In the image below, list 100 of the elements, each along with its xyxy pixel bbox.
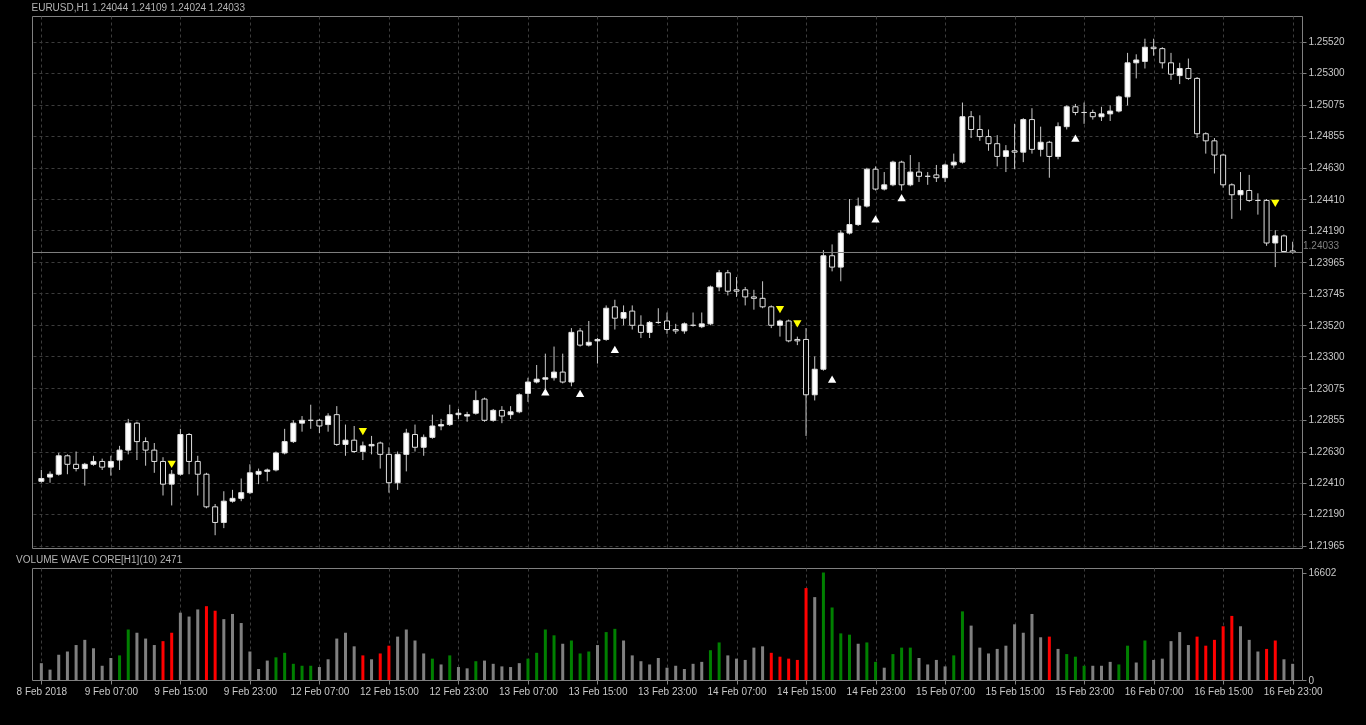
bar <box>300 665 304 680</box>
candlestick <box>889 160 896 187</box>
point <box>775 306 785 314</box>
bar <box>448 655 452 680</box>
candlestick <box>829 243 836 272</box>
candlestick <box>872 165 879 191</box>
bar <box>126 629 130 680</box>
point <box>1071 134 1080 142</box>
y-tick-label: 1.24855 <box>1308 130 1346 142</box>
y-tick-label: 1.23075 <box>1308 382 1346 394</box>
candlestick <box>47 470 54 484</box>
bar <box>830 607 834 680</box>
x-tick-label: 15 Feb 23:00 <box>1055 685 1115 697</box>
bar <box>1204 645 1208 680</box>
x-tick-label: 16 Feb 23:00 <box>1263 685 1324 697</box>
y-tick-label: 1.24410 <box>1308 193 1346 205</box>
bar <box>543 629 547 680</box>
bar <box>118 655 122 680</box>
candlestick <box>724 269 731 296</box>
x-tick-label: 13 Feb 23:00 <box>638 685 698 697</box>
bar <box>865 642 869 680</box>
candlestick <box>1168 52 1174 81</box>
bar <box>526 658 530 680</box>
candlestick <box>733 276 740 298</box>
candlestick <box>577 327 584 348</box>
chart-title: EURUSD,H1 1.24044 1.24109 1.24024 1.24033 <box>31 2 246 13</box>
x-tick-label: 9 Feb 07:00 <box>84 685 139 697</box>
bar <box>778 656 782 680</box>
candlestick <box>212 503 219 536</box>
y-tick-label: 1.25075 <box>1308 99 1346 111</box>
candlestick <box>1176 62 1183 85</box>
candlestick <box>620 304 627 326</box>
point <box>1271 199 1280 207</box>
candlestick <box>1202 131 1209 155</box>
x-tick-label: 12 Feb 23:00 <box>429 685 489 697</box>
candlestick <box>1063 104 1070 130</box>
bar <box>1047 636 1051 680</box>
bar <box>1273 640 1277 680</box>
bar <box>274 657 278 680</box>
candlestick <box>1246 174 1253 203</box>
bar <box>952 655 956 680</box>
x-tick-label: 14 Feb 15:00 <box>777 685 837 697</box>
candlestick <box>916 161 922 183</box>
chart-title: VOLUME WAVE CORE[H1](10) 2471 <box>16 553 183 565</box>
candlestick <box>1002 144 1009 173</box>
candlestick <box>716 269 723 292</box>
candlestick <box>1046 140 1053 179</box>
y-tick-label: 1.22630 <box>1308 446 1346 458</box>
x-tick-label: 9 Feb 15:00 <box>154 685 208 697</box>
bar <box>821 572 825 680</box>
candlestick <box>985 128 992 152</box>
candlestick <box>1133 53 1140 79</box>
candlestick <box>438 418 445 431</box>
candlestick <box>594 337 601 365</box>
candlestick <box>1037 126 1044 157</box>
candlestick <box>142 436 149 467</box>
candlestick <box>1141 38 1148 69</box>
candlestick <box>1159 46 1166 69</box>
x-tick-label: 16 Feb 15:00 <box>1194 685 1254 697</box>
y-tick-label: 0 <box>1308 674 1315 686</box>
candlestick <box>290 419 297 444</box>
bar <box>960 611 964 680</box>
candlestick <box>481 397 488 423</box>
bar <box>569 640 573 680</box>
point <box>827 375 837 383</box>
bar <box>587 651 591 680</box>
x-tick-label: 15 Feb 07:00 <box>916 685 976 697</box>
x-tick-label: 8 Feb 2018 <box>16 685 68 697</box>
bar <box>795 659 799 680</box>
candlestick <box>238 477 245 502</box>
candlestick <box>73 451 80 472</box>
bar <box>204 606 208 680</box>
y-tick-label: 1.22190 <box>1308 508 1346 520</box>
bar <box>874 661 878 680</box>
candlestick <box>498 405 505 424</box>
candlestick <box>611 299 618 331</box>
candlestick <box>1211 137 1218 174</box>
bar <box>291 663 295 680</box>
candlestick <box>325 412 332 433</box>
candlestick <box>220 490 227 529</box>
candlestick <box>855 197 862 227</box>
candlestick <box>168 469 175 506</box>
bar <box>378 653 382 680</box>
candlestick <box>994 134 1001 167</box>
bar <box>552 635 556 680</box>
candlestick <box>559 353 566 384</box>
candlestick <box>750 289 757 311</box>
candlestick <box>412 424 418 453</box>
candlestick <box>524 377 531 403</box>
candlestick <box>368 435 375 455</box>
y-tick-label: 1.25520 <box>1308 36 1346 48</box>
bar <box>430 658 434 680</box>
candlestick <box>55 452 62 477</box>
candlestick <box>664 312 670 335</box>
candlestick <box>898 160 905 191</box>
candlestick <box>446 404 453 427</box>
bar <box>161 641 165 680</box>
candlestick <box>133 421 140 461</box>
bar <box>1143 640 1147 680</box>
point <box>575 389 585 397</box>
